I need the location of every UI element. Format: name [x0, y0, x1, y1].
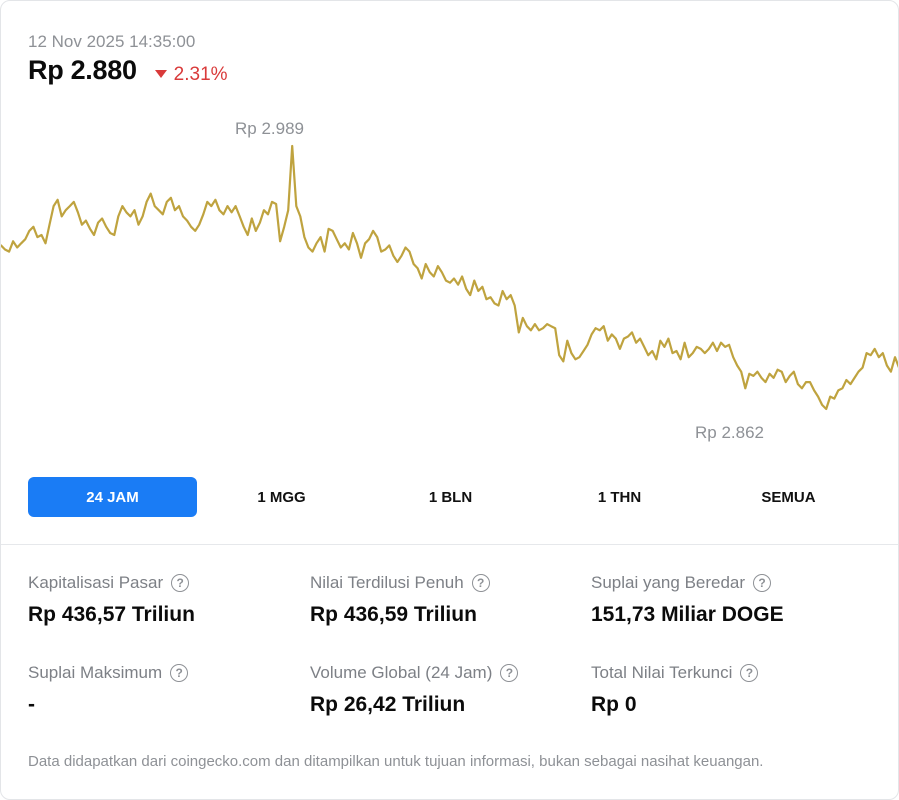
chart-high-label: Rp 2.989 [235, 119, 304, 138]
stat-label: Kapitalisasi Pasar [28, 573, 164, 592]
help-icon[interactable]: ? [170, 664, 189, 682]
stat-global-volume: Volume Global (24 Jam)? Rp 26,42 Triliun [310, 663, 580, 717]
stat-total-value-locked: Total Nilai Terkunci? Rp 0 [591, 663, 861, 717]
stat-value: Rp 436,59 Triliun [310, 603, 477, 626]
stat-value: 151,73 Miliar DOGE [591, 603, 784, 626]
price-row: Rp 2.880 2.31% [28, 55, 228, 86]
help-icon[interactable]: ? [500, 664, 519, 682]
tab-1-mgg[interactable]: 1 MGG [257, 488, 306, 506]
stat-value: Rp 26,42 Triliun [310, 693, 466, 716]
stat-fully-diluted: Nilai Terdilusi Penuh? Rp 436,59 Triliun [310, 573, 580, 627]
tab-semua[interactable]: SEMUA [761, 488, 816, 506]
help-icon[interactable]: ? [740, 664, 759, 682]
help-icon[interactable]: ? [171, 574, 190, 592]
stat-value: Rp 436,57 Triliun [28, 603, 195, 626]
stat-label: Volume Global (24 Jam) [310, 663, 493, 682]
data-source-disclaimer: Data didapatkan dari coingecko.com dan d… [28, 753, 764, 770]
price-timestamp: 12 Nov 2025 14:35:00 [28, 32, 196, 51]
current-price: Rp 2.880 [28, 55, 137, 85]
stat-market-cap: Kapitalisasi Pasar? Rp 436,57 Triliun [28, 573, 298, 627]
help-icon[interactable]: ? [471, 574, 490, 592]
stat-circulating-supply: Suplai yang Beredar? 151,73 Miliar DOGE [591, 573, 861, 627]
stat-label: Suplai Maksimum [28, 663, 163, 682]
tab-1-bln[interactable]: 1 BLN [428, 488, 473, 506]
stat-label: Nilai Terdilusi Penuh [310, 573, 464, 592]
stat-label: Total Nilai Terkunci [591, 663, 733, 682]
down-triangle-icon [154, 70, 167, 78]
tab-1-thn[interactable]: 1 THN [597, 488, 642, 506]
stat-value: - [28, 693, 35, 716]
time-range-tabs: 24 JAM 1 MGG 1 BLN 1 THN SEMUA [28, 477, 873, 517]
stat-max-supply: Suplai Maksimum? - [28, 663, 298, 717]
price-change: 2.31% [154, 64, 228, 86]
price-change-percent: 2.31% [173, 64, 228, 85]
price-line-chart[interactable] [1, 101, 899, 431]
help-icon[interactable]: ? [753, 574, 772, 592]
stat-value: Rp 0 [591, 693, 637, 716]
tab-24-jam[interactable]: 24 JAM [28, 477, 197, 517]
chart-low-label: Rp 2.862 [695, 423, 764, 442]
section-divider [1, 544, 898, 545]
stat-label: Suplai yang Beredar [591, 573, 746, 592]
price-series-line [1, 144, 898, 411]
